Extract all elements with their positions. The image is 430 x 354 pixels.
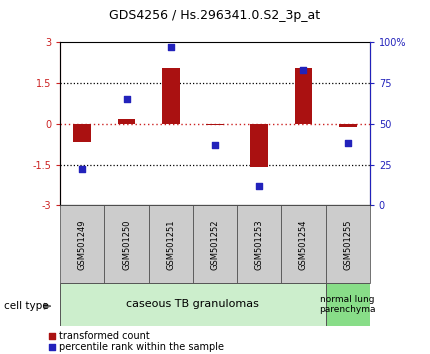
Bar — [74, 124, 91, 142]
Text: GDS4256 / Hs.296341.0.S2_3p_at: GDS4256 / Hs.296341.0.S2_3p_at — [110, 9, 320, 22]
FancyBboxPatch shape — [237, 205, 281, 283]
Text: cell type: cell type — [4, 301, 49, 311]
Text: caseous TB granulomas: caseous TB granulomas — [126, 299, 259, 309]
Text: GSM501250: GSM501250 — [122, 219, 131, 269]
FancyBboxPatch shape — [104, 205, 149, 283]
FancyBboxPatch shape — [60, 205, 104, 283]
Text: GSM501255: GSM501255 — [343, 219, 352, 269]
Point — [123, 97, 130, 102]
Text: GSM501253: GSM501253 — [255, 219, 264, 270]
Bar — [162, 68, 180, 124]
Point — [212, 142, 218, 148]
Text: GSM501251: GSM501251 — [166, 219, 175, 269]
FancyBboxPatch shape — [326, 205, 370, 283]
Bar — [206, 124, 224, 125]
Text: normal lung
parenchyma: normal lung parenchyma — [319, 295, 376, 314]
FancyBboxPatch shape — [281, 205, 326, 283]
FancyBboxPatch shape — [193, 205, 237, 283]
FancyBboxPatch shape — [60, 283, 326, 326]
Point — [79, 167, 86, 172]
Text: GSM501249: GSM501249 — [78, 219, 87, 269]
Point — [167, 45, 174, 50]
Bar — [250, 124, 268, 167]
Point — [300, 67, 307, 73]
Legend: transformed count, percentile rank within the sample: transformed count, percentile rank withi… — [48, 331, 224, 352]
Text: GSM501254: GSM501254 — [299, 219, 308, 269]
Text: GSM501252: GSM501252 — [211, 219, 219, 269]
FancyBboxPatch shape — [326, 283, 370, 326]
Bar — [339, 124, 356, 127]
Point — [256, 183, 263, 189]
Bar — [118, 119, 135, 124]
FancyBboxPatch shape — [149, 205, 193, 283]
Point — [344, 141, 351, 146]
Bar — [295, 68, 312, 124]
